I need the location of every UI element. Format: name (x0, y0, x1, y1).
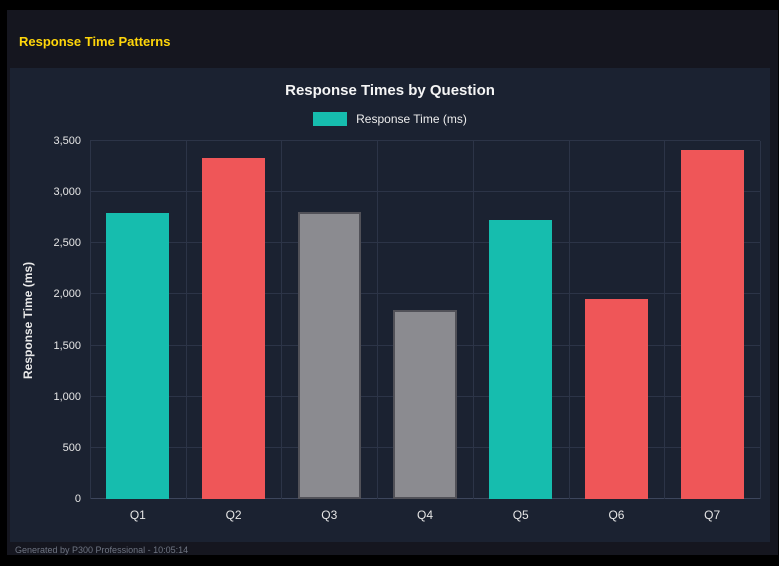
plot-area: Response Time (ms) Q1 Q2 Q3 Q4 Q5 Q6 Q7 0 500 1,… (21, 135, 761, 522)
y-tick-label: 3,000 (53, 186, 81, 199)
y-tick-label: 1,000 (53, 390, 81, 403)
y-tick-label: 0 (74, 493, 81, 505)
y-tick-label: 3,500 (53, 135, 81, 147)
bar-q4[interactable] (393, 309, 457, 499)
bar-slot (377, 141, 473, 499)
bar-slot (90, 141, 186, 499)
v-gridline (760, 141, 761, 499)
bar-slot (473, 141, 569, 499)
v-gridline (664, 141, 666, 499)
bar-q6[interactable] (584, 298, 649, 499)
y-tick-label: 2,500 (53, 237, 81, 250)
v-gridline (568, 141, 570, 499)
h-gridline (90, 191, 760, 193)
v-gridline (281, 141, 283, 499)
h-gridline (90, 140, 760, 141)
v-gridline (472, 141, 474, 499)
bar-slot (186, 141, 282, 499)
bar-slot (569, 141, 665, 499)
v-gridline (377, 141, 379, 499)
chart-legend[interactable]: Response Time (ms) (10, 112, 770, 126)
page: Response Time Patterns Response Times by… (7, 10, 778, 555)
bars-row (90, 141, 760, 499)
y-tick-label: 2,000 (53, 288, 81, 301)
page-title: Response Time Patterns (19, 34, 171, 49)
bar-slot (281, 141, 377, 499)
x-tick-label: Q7 (704, 508, 721, 522)
x-tick-label: Q4 (417, 508, 434, 522)
bar-q7[interactable] (680, 150, 744, 499)
bar-q2[interactable] (201, 158, 266, 499)
x-tick-label: Q3 (321, 508, 338, 522)
bar-slot (664, 141, 760, 499)
h-gridline (90, 242, 760, 244)
y-axis-title: Response Time (ms) (21, 261, 35, 379)
x-tick-label: Q2 (225, 508, 242, 522)
y-tick-label: 1,500 (53, 339, 81, 352)
x-axis-labels: Q1 Q2 Q3 Q4 Q5 Q6 Q7 (90, 508, 760, 522)
h-gridline (90, 293, 760, 295)
footer-text: Generated by P300 Professional - 10:05:1… (15, 545, 189, 555)
chart-title: Response Times by Question (285, 82, 495, 99)
chart-panel: Response Times by Question Response Time… (10, 68, 770, 542)
y-tick-label: 500 (62, 441, 81, 454)
legend-label: Response Time (ms) (356, 112, 467, 126)
x-tick-label: Q1 (129, 508, 146, 522)
bar-q5[interactable] (489, 219, 553, 499)
bar-q1[interactable] (106, 212, 170, 499)
x-tick-label: Q6 (608, 508, 625, 522)
x-tick-label: Q5 (512, 508, 529, 522)
bar-q3[interactable] (297, 211, 361, 499)
legend-swatch (313, 112, 348, 126)
v-gridline (185, 141, 187, 499)
v-gridline (90, 141, 91, 499)
